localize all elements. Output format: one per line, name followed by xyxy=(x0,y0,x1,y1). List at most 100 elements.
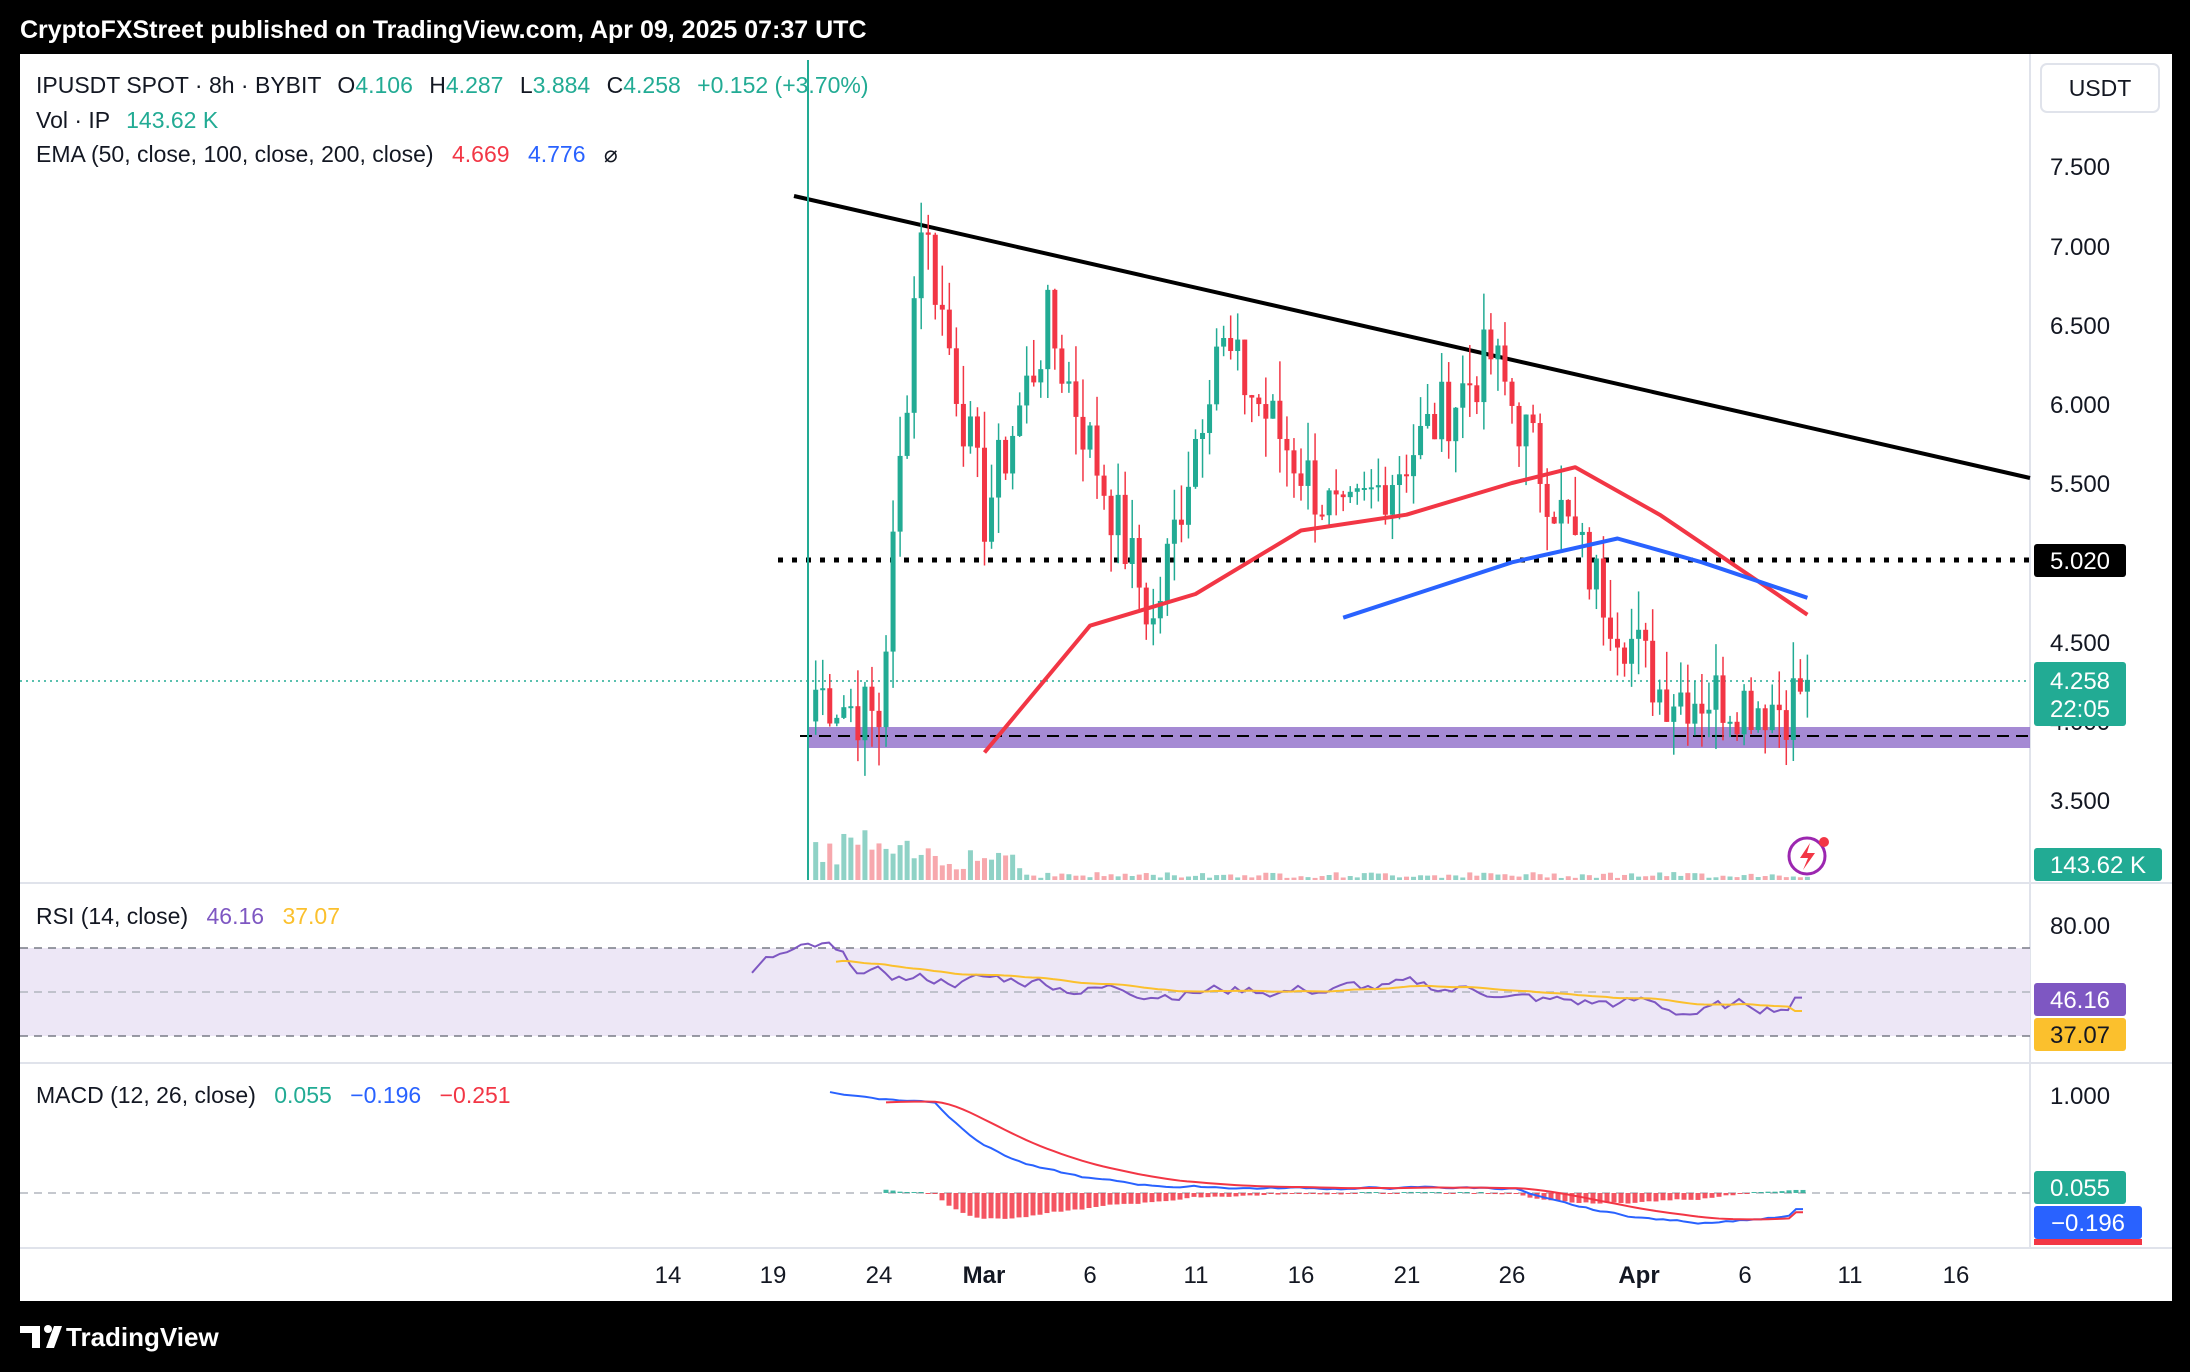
macd-histogram-bar xyxy=(1415,1192,1421,1193)
price-badge xyxy=(2034,662,2126,726)
macd-histogram-bar xyxy=(1555,1193,1561,1201)
volume-bar xyxy=(1340,877,1346,880)
candle-body xyxy=(1516,405,1522,447)
candle-body xyxy=(1579,531,1585,535)
candle-body xyxy=(1783,710,1789,740)
volume-bar xyxy=(1650,875,1656,880)
candle-body xyxy=(996,439,1002,498)
currency-button[interactable] xyxy=(2040,63,2160,113)
volume-bar xyxy=(1333,872,1339,880)
candle-body xyxy=(1565,499,1571,517)
candle-body xyxy=(1657,689,1663,703)
macd-histogram-bar xyxy=(1149,1193,1155,1203)
macd-histogram-bar xyxy=(1037,1193,1043,1215)
macd-histogram-bar xyxy=(1709,1193,1715,1198)
volume-bar xyxy=(967,850,973,880)
macd-histogram-bar xyxy=(1352,1193,1358,1194)
volume-bar xyxy=(982,858,987,880)
volume-bar xyxy=(1031,875,1037,880)
change-value: +0.152 (+3.70%) xyxy=(697,72,868,98)
macd-histogram-bar xyxy=(967,1193,973,1216)
macd-histogram-bar xyxy=(1765,1191,1771,1193)
candle-body xyxy=(1502,345,1508,382)
candle-body xyxy=(1214,346,1220,405)
macd-histogram-bar xyxy=(1198,1193,1204,1198)
price-legend: IPUSDT SPOT · 8h · BYBIT O4.106 H4.287 L… xyxy=(36,72,869,98)
macd-histogram-bar xyxy=(911,1192,917,1193)
candle-body xyxy=(1235,339,1241,352)
volume-bar xyxy=(1396,877,1402,880)
candle-body xyxy=(1031,375,1037,383)
x-tick-21: 21 xyxy=(1394,1262,1421,1289)
rsi-legend-value: 46.16 xyxy=(207,903,265,929)
countdown-text: 22:05 xyxy=(2050,696,2110,723)
candle-body xyxy=(1481,329,1487,403)
ema50-legend-value: 4.669 xyxy=(452,141,510,167)
candle-body xyxy=(1038,369,1044,383)
candle-body xyxy=(869,686,875,711)
macd-histogram-bar xyxy=(1702,1193,1708,1199)
volume-legend: Vol · IP 143.62 K xyxy=(36,107,219,133)
macd-histogram-bar xyxy=(1135,1193,1141,1204)
macd-histogram-bar xyxy=(1184,1193,1190,1199)
signal-badge xyxy=(2034,1206,2142,1239)
descending-trendline[interactable] xyxy=(793,194,2031,480)
volume-bar xyxy=(1713,877,1719,880)
level-badge xyxy=(2034,544,2126,577)
tradingview-mark-icon xyxy=(20,1326,40,1348)
macd-histogram-bar xyxy=(1457,1192,1463,1193)
chart-panel[interactable] xyxy=(20,54,2172,1301)
volume-bar xyxy=(1263,872,1269,880)
macd-histogram-bar xyxy=(1114,1193,1120,1205)
candlesticks xyxy=(807,60,1810,880)
candle-body xyxy=(1087,425,1093,450)
macd-histogram-bar xyxy=(897,1191,903,1193)
macd-histogram-bar xyxy=(1716,1193,1722,1197)
volume-bar xyxy=(1685,873,1691,880)
time-axis[interactable]: 14 19 24 Mar 6 11 16 21 26 Apr 6 11 16 xyxy=(655,1262,1970,1289)
macd-histogram-bar xyxy=(1366,1192,1372,1193)
volume-bar xyxy=(1326,875,1332,880)
candle-body xyxy=(1537,423,1543,484)
volume-bar xyxy=(1516,876,1522,880)
volume-bar xyxy=(1741,875,1747,880)
volume-bar xyxy=(1059,873,1065,880)
volume-bar xyxy=(1425,875,1431,880)
volume-bar xyxy=(1692,873,1698,880)
candle-body xyxy=(1094,425,1100,476)
flash-icon[interactable] xyxy=(1787,836,1829,876)
candle-body xyxy=(1622,647,1628,664)
volume-bar xyxy=(925,848,931,880)
volume-bar xyxy=(820,861,826,880)
volume-bar xyxy=(1157,877,1163,880)
macd-histogram-bar xyxy=(1660,1193,1666,1201)
macd-histogram-bar xyxy=(1002,1193,1008,1219)
macd-histogram-bar xyxy=(981,1193,987,1219)
volume-bar xyxy=(1537,874,1543,880)
candle-body xyxy=(1600,558,1606,618)
candle-body xyxy=(1200,432,1206,439)
macd-histogram-bar xyxy=(1786,1190,1792,1193)
price-axis[interactable]: 7.500 7.000 6.500 6.000 5.500 4.500 4.00… xyxy=(2050,154,2110,1110)
volume-bar xyxy=(1375,873,1381,880)
rsi-tick-80: 80.00 xyxy=(2050,913,2110,940)
rsi-badge xyxy=(2034,983,2126,1016)
candle-body xyxy=(1586,531,1592,590)
macd-histogram-bar xyxy=(925,1193,931,1194)
candle-body xyxy=(911,298,917,413)
candle-body xyxy=(960,403,966,447)
macd-histogram-bar xyxy=(988,1193,994,1219)
macd-histogram-bar xyxy=(1471,1193,1477,1194)
volume-bar xyxy=(1439,877,1445,880)
macd-histogram-bar xyxy=(1009,1193,1015,1219)
volume-bar xyxy=(1565,876,1571,880)
signal-badge-text: −0.196 xyxy=(2051,1210,2125,1237)
macd-histogram-bar xyxy=(1121,1193,1127,1204)
macd-histogram-bar xyxy=(1030,1193,1036,1216)
volume-bar xyxy=(1221,874,1227,880)
macd-histogram-bar xyxy=(1688,1193,1694,1200)
candle-body xyxy=(1171,519,1177,544)
volume-badge xyxy=(2034,848,2162,881)
support-zone[interactable] xyxy=(808,727,2030,748)
